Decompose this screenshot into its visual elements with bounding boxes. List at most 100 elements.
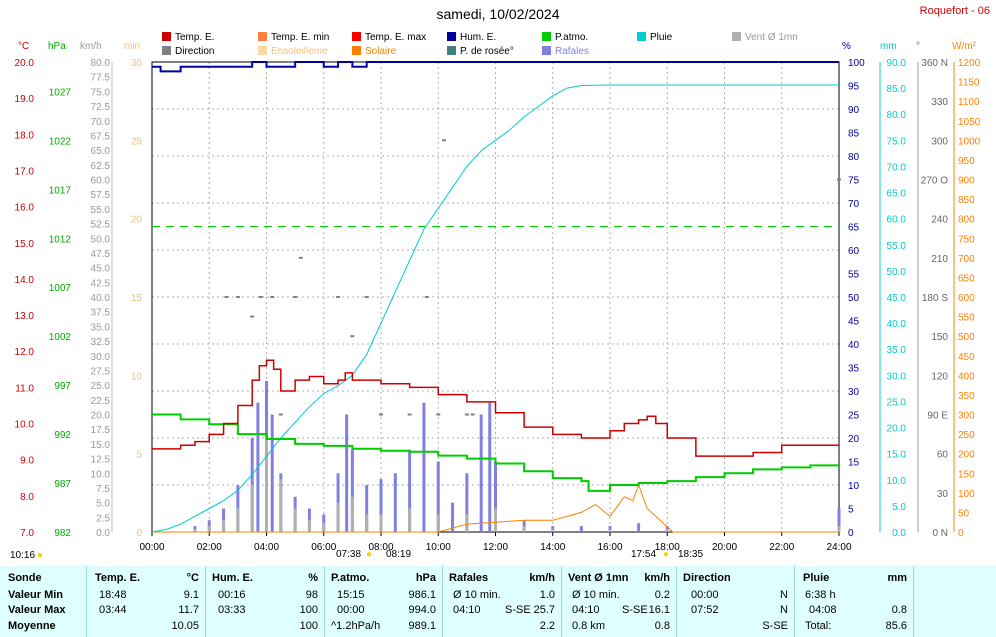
legend-item-rain: Pluie [637, 32, 672, 43]
wind-tick-label: 35.0 [91, 322, 111, 333]
solar-tick-label: 850 [958, 195, 975, 206]
temp-tick-label: 18.0 [15, 130, 35, 141]
rain-tick-label: 65.0 [887, 189, 907, 200]
stats-col-dir: Direction 00:00 N 07:52 N S-SE [676, 566, 794, 637]
stats-col-temp: Temp. E. °C 18:48 9.1 03:44 11.7 10.05 [86, 566, 205, 637]
station-name: Roquefort - 06 [919, 5, 990, 17]
x-tick-label: 06:00 [311, 542, 336, 550]
wind-tick-label: 52.5 [91, 220, 111, 231]
series-direction-point [424, 296, 429, 298]
dir-tick-label: 120 [931, 371, 948, 382]
wind-tick-label: 72.5 [91, 102, 111, 113]
dir-tick-label: 150 [931, 332, 948, 343]
wind-tick-label: 55.0 [91, 205, 111, 216]
series-direction-point [293, 296, 298, 298]
stats-col-rain: Pluie mm 6:38 h 04:08 0.8 Total: 85.6 [794, 566, 913, 637]
rain-tick-label: 60.0 [887, 215, 907, 226]
solar-tick-label: 250 [958, 430, 975, 441]
solar-tick-label: 100 [958, 489, 975, 500]
rain-tick-label: 5.0 [892, 502, 906, 513]
min-time: 18:48 [99, 589, 127, 601]
hum-tick-label: 45 [848, 317, 860, 328]
avg-label: 0.8 km [572, 620, 606, 632]
press-tick-label: 987 [54, 479, 71, 490]
sun-tick-label: 25 [131, 136, 143, 147]
wind-tick-label: 10.0 [91, 469, 111, 480]
unit-hum: % [842, 41, 851, 52]
wind-tick-label: 20.0 [91, 411, 111, 422]
stats-col-press: P.atmo. hPa 15:15 986.1 00:00 994.0 ^1.2… [324, 566, 442, 637]
weather-chart: 00:00 02:00 04:00 06:00 08:00 10:00 12:00 14:00… [15, 58, 981, 550]
max-value: 100 [299, 604, 318, 616]
series-direction-point [364, 296, 369, 298]
series-direction-point [336, 296, 341, 298]
legend-item-temp-min: Temp. E. min [258, 32, 329, 43]
dir-tick-label: 90 E [927, 411, 948, 422]
rain-tick-label: 45.0 [887, 293, 907, 304]
wind-tick-label: 2.5 [96, 513, 110, 524]
stats-col-gust: Rafales km/h Ø 10 min. 1.0 04:10 S-SE 25… [442, 566, 561, 637]
x-tick-label: 20:00 [712, 542, 737, 550]
avg-value: 0.8 [654, 620, 670, 632]
series-direction-point [379, 413, 383, 416]
avg-value: 989.1 [408, 620, 436, 632]
hum-tick-label: 15 [848, 458, 860, 469]
dir-tick-label: 180 S [922, 293, 948, 304]
stats-col-hum: Hum. E. % 00:16 98 03:33 100 100 [205, 566, 324, 637]
hum-tick-label: 0 [848, 528, 854, 539]
solar-tick-label: 1100 [958, 97, 980, 108]
rain-tick-label: 80.0 [887, 110, 907, 121]
max-time: 07:52 [691, 604, 719, 616]
series-direction-point [270, 296, 275, 298]
solar-tick-label: 400 [958, 371, 975, 382]
rain-tick-label: 70.0 [887, 162, 907, 173]
hum-tick-label: 95 [848, 82, 860, 93]
wind-tick-label: 22.5 [91, 396, 111, 407]
unit-temp: °C [18, 41, 30, 52]
col-title: Temp. E. [95, 572, 141, 584]
stats-row-labels: Sonde Valeur Min Valeur Max Moyenne [0, 566, 86, 637]
avg-value: 100 [299, 620, 318, 632]
col-title: Direction [683, 572, 731, 584]
temp-tick-label: 11.0 [15, 383, 34, 394]
x-tick-label: 00:00 [139, 542, 164, 550]
temp-tick-label: 12.0 [15, 347, 35, 358]
rain-tick-label: 35.0 [887, 345, 907, 356]
dir-tick-label: 360 N [921, 58, 948, 69]
wind-tick-label: 75.0 [91, 87, 111, 98]
stats-table: Sonde Valeur Min Valeur Max Moyenne Temp… [0, 566, 996, 637]
x-tick-label: 24:00 [826, 542, 851, 550]
legend-item-temp-max: Temp. E. max [352, 32, 426, 43]
solar-tick-label: 300 [958, 411, 975, 422]
wind-tick-label: 62.5 [91, 161, 111, 172]
wind-tick-label: 77.5 [91, 73, 111, 84]
series-direction-point [441, 139, 446, 142]
hum-tick-label: 55 [848, 270, 860, 281]
dir-tick-label: 0 N [932, 528, 948, 539]
x-tick-label: 04:00 [254, 542, 279, 550]
wind-tick-label: 7.5 [96, 484, 110, 495]
solar-tick-label: 800 [958, 215, 975, 226]
series-direction-point [350, 335, 355, 338]
stats-col-wind: Vent Ø 1mn km/h Ø 10 min. 0.2 04:10 S-SE… [561, 566, 676, 637]
avg-value: S-SE [762, 620, 788, 632]
avg-label: ^1.2hPa/h [331, 620, 381, 632]
col-unit: % [308, 572, 318, 584]
press-tick-label: 1027 [49, 87, 72, 98]
max-value: 11.7 [178, 604, 199, 616]
col-unit: °C [186, 572, 199, 584]
unit-press: hPa [48, 41, 66, 52]
hum-tick-label: 20 [848, 434, 860, 445]
rain-tick-label: 40.0 [887, 319, 907, 330]
wind-tick-label: 70.0 [91, 117, 111, 128]
col-unit: km/h [529, 572, 555, 584]
solar-tick-label: 150 [958, 469, 975, 480]
wind-tick-label: 67.5 [91, 131, 111, 142]
hum-tick-label: 65 [848, 223, 860, 234]
hum-tick-label: 5 [848, 505, 854, 516]
series-direction-point [298, 256, 303, 259]
temp-tick-label: 20.0 [15, 58, 35, 69]
series-direction-point [837, 178, 841, 181]
legend-item-press: P.atmo. [542, 32, 588, 43]
wind-tick-label: 50.0 [91, 234, 111, 245]
